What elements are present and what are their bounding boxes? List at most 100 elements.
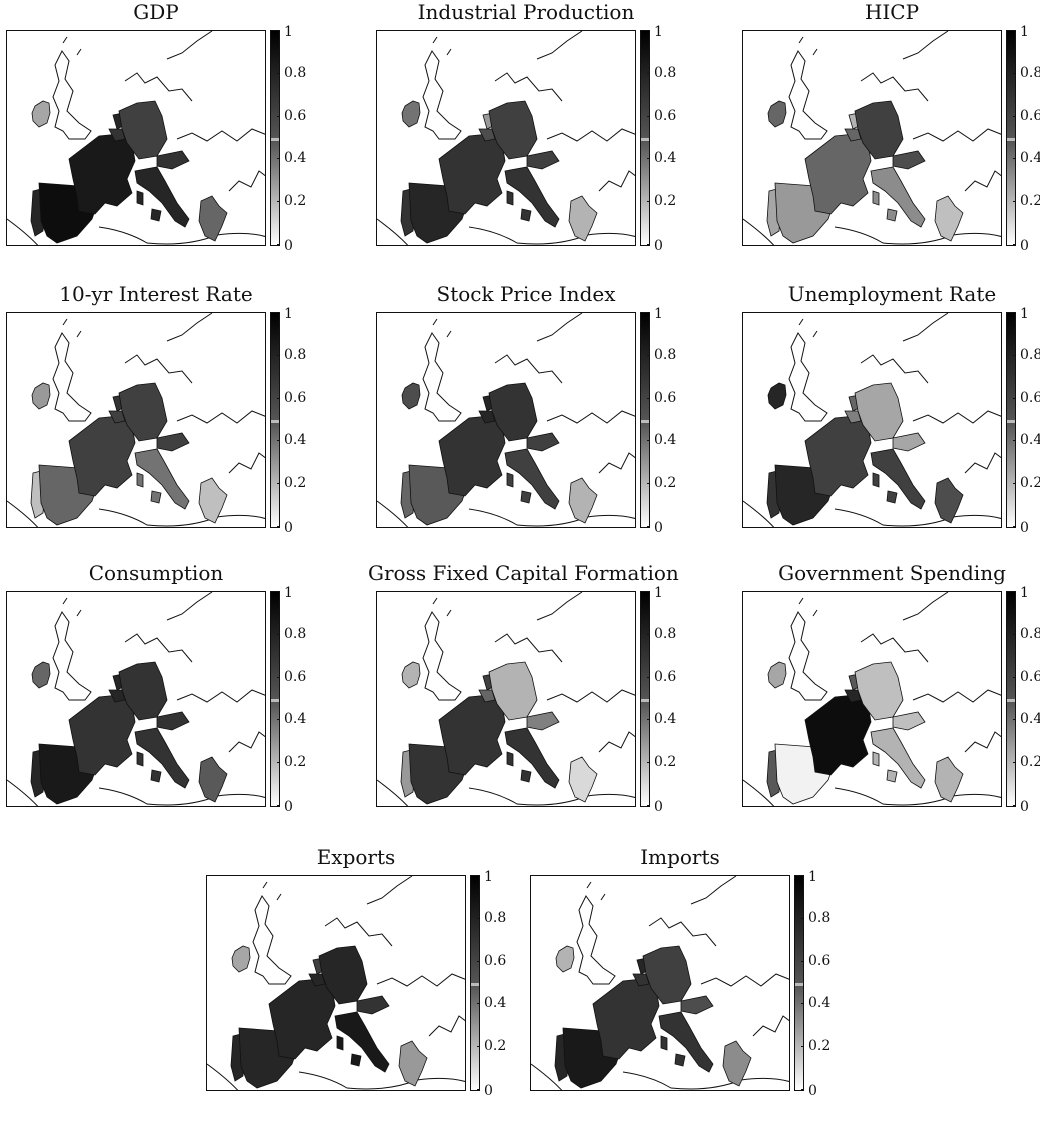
colorbar-tick-label: 1 — [654, 306, 663, 322]
coastline-outline — [798, 318, 818, 338]
colorbar-tick-label: 0.8 — [1020, 64, 1040, 81]
coastline-outline — [432, 36, 452, 56]
country-austria — [156, 150, 190, 170]
country-italy — [334, 1011, 390, 1073]
colorbar-tick-label: 0.6 — [284, 107, 307, 124]
country-greece — [198, 477, 228, 524]
colorbar-tick-label: 0.4 — [284, 432, 307, 449]
country-germany — [488, 661, 538, 721]
colorbar-tick-mark — [277, 805, 280, 806]
colorbar-tick-mark — [277, 633, 280, 635]
coastline-outline — [62, 36, 82, 56]
panel-title: 10-yr Interest Rate — [59, 282, 253, 306]
colorbar-tick-mark — [277, 483, 280, 485]
coastline-outline — [546, 410, 635, 424]
coastline-outline — [752, 1015, 789, 1037]
country-greece — [568, 195, 598, 242]
colorbar — [270, 30, 280, 246]
colorbar-tick-label: 0.6 — [654, 389, 677, 406]
colorbar-tick-label: 0.4 — [654, 711, 677, 728]
map-frame — [376, 312, 636, 528]
colorbar — [1006, 312, 1016, 528]
colorbar-tick-label: 0.4 — [484, 995, 507, 1012]
colorbar-tick-mark — [647, 483, 650, 485]
colorbar-tick-mark — [1013, 158, 1016, 160]
colorbar-tick-label: 0.2 — [654, 754, 677, 771]
country-greece — [934, 477, 964, 524]
colorbar-tick-label: 0.6 — [1020, 389, 1040, 406]
colorbar-tick-mark — [647, 676, 650, 678]
colorbar-tick-mark — [1013, 30, 1016, 31]
country-france — [592, 978, 660, 1060]
colorbar-tick-label: 0.4 — [654, 150, 677, 167]
country-germany — [854, 100, 904, 160]
colorbar-tick-label: 0 — [1020, 238, 1029, 254]
coastline-outline — [62, 318, 82, 338]
colorbar-tick-label: 0.8 — [1020, 625, 1040, 642]
colorbar-tick-label: 0 — [284, 238, 293, 254]
colorbar-tick-label: 0.6 — [484, 952, 507, 969]
colorbar-tick-label: 0 — [1020, 799, 1029, 815]
country-austria — [356, 995, 390, 1015]
country-france — [804, 133, 872, 215]
panel-title: Gross Fixed Capital Formation — [368, 561, 679, 585]
colorbar-tick-mark — [277, 719, 280, 721]
panel-title: Imports — [640, 845, 720, 869]
country-greece — [568, 477, 598, 524]
coastline-outline — [788, 50, 828, 140]
country-austria — [156, 432, 190, 452]
coastline-outline — [228, 170, 265, 192]
colorbar-tick-label: 1 — [1020, 585, 1029, 601]
colorbar-tick-mark — [647, 526, 650, 527]
coastline-outline — [377, 218, 635, 245]
coastline-outline — [912, 689, 1001, 703]
map-svg — [377, 31, 635, 245]
country-germany — [854, 382, 904, 442]
colorbar-tick-mark — [277, 676, 280, 678]
colorbar-tick-mark — [277, 526, 280, 527]
colorbar-tick-label: 1 — [484, 869, 493, 885]
colorbar-tick-mark — [1013, 72, 1016, 74]
country-france — [438, 415, 506, 497]
coastline-outline — [377, 500, 635, 527]
panel-title: Unemployment Rate — [787, 282, 997, 306]
coastline-outline — [176, 128, 265, 142]
coastline-outline — [124, 31, 213, 102]
colorbar-tick-label: 1 — [1020, 24, 1029, 40]
colorbar-tick-mark — [647, 244, 650, 245]
colorbar-tick-mark — [801, 1003, 804, 1005]
coastline-outline — [7, 218, 265, 245]
country-germany — [318, 945, 368, 1005]
colorbar-tick-mark — [277, 312, 280, 313]
coastline-outline — [798, 597, 818, 617]
country-italy — [504, 448, 560, 510]
map-frame — [376, 591, 636, 807]
colorbar-tick-label: 0 — [654, 238, 663, 254]
colorbar-tick-mark — [647, 158, 650, 160]
colorbar-tick-mark — [477, 1089, 480, 1090]
colorbar-tick-label: 0 — [484, 1083, 493, 1099]
coastline-outline — [124, 592, 213, 663]
coastline-outline — [376, 973, 465, 987]
country-ireland — [401, 661, 421, 689]
colorbar-tick-mark — [1013, 244, 1016, 245]
colorbar-tick-mark — [1013, 440, 1016, 442]
country-germany — [118, 100, 168, 160]
country-austria — [892, 150, 926, 170]
colorbar-tick-mark — [277, 354, 280, 356]
colorbar-tick-label: 0.2 — [1020, 754, 1040, 771]
colorbar-tick-label: 0.6 — [654, 107, 677, 124]
colorbar-tick-mark — [647, 72, 650, 74]
colorbar-tick-label: 1 — [654, 24, 663, 40]
panel-title: Stock Price Index — [436, 282, 616, 306]
colorbar-tick-mark — [647, 440, 650, 442]
colorbar-tick-label: 0.6 — [808, 952, 831, 969]
country-greece — [568, 756, 598, 803]
country-italy — [134, 727, 190, 789]
map-svg — [377, 313, 635, 527]
map-svg — [531, 876, 789, 1090]
coastline-outline — [124, 313, 213, 384]
country-ireland — [231, 945, 251, 973]
colorbar-tick-label: 0.8 — [654, 64, 677, 81]
country-greece — [198, 195, 228, 242]
